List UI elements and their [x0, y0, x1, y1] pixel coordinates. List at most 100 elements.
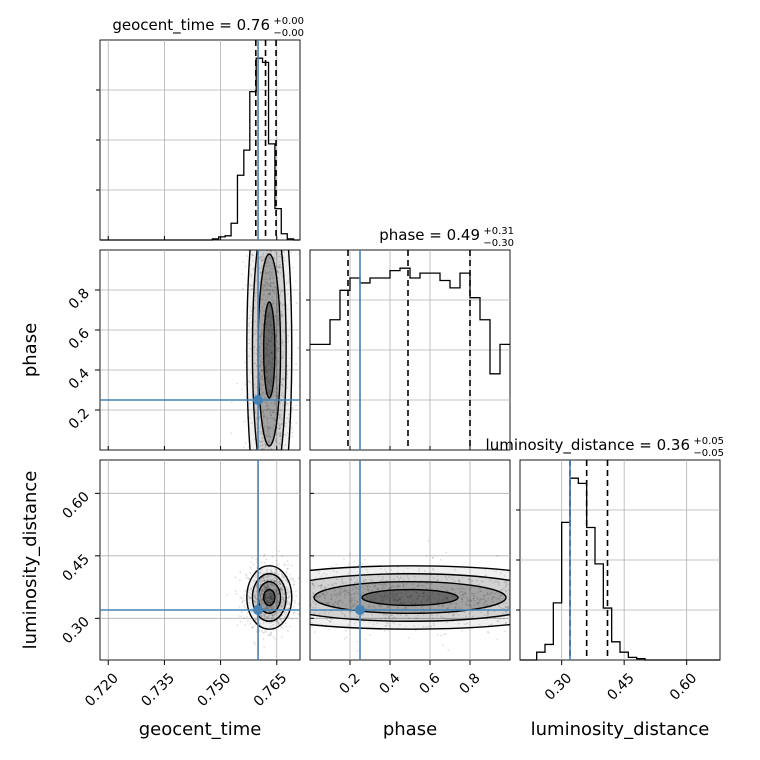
sample-point: [275, 603, 278, 606]
sample-point: [264, 444, 267, 447]
sample-point: [278, 550, 280, 553]
sample-point: [441, 599, 444, 602]
sample-point: [272, 343, 275, 345]
sample-point: [243, 604, 246, 607]
sample-point: [277, 573, 280, 576]
sample-point: [431, 595, 434, 597]
sample-point: [311, 595, 314, 598]
sample-point: [338, 600, 341, 602]
sample-point: [276, 319, 279, 322]
sample-point: [448, 612, 451, 615]
sample-point: [344, 615, 347, 618]
sample-point: [265, 574, 268, 577]
sample-point: [384, 613, 387, 616]
sample-point: [283, 378, 285, 381]
sample-point: [262, 294, 265, 297]
sample-point: [466, 603, 469, 606]
sample-point: [261, 588, 264, 591]
sample-point: [280, 618, 282, 621]
sample-point: [380, 579, 382, 582]
sample-point: [255, 618, 258, 621]
sample-point: [268, 634, 271, 637]
sample-point: [457, 580, 460, 582]
sample-point: [454, 569, 456, 571]
sample-point: [504, 630, 506, 633]
sample-point: [373, 584, 376, 587]
sample-point: [266, 596, 269, 599]
sample-point: [344, 592, 347, 595]
sample-point: [404, 625, 407, 628]
sample-point: [407, 617, 410, 620]
sample-point: [264, 289, 267, 292]
sample-point: [260, 271, 262, 274]
sample-point: [264, 613, 267, 615]
sample-point: [269, 323, 272, 326]
sample-point: [230, 401, 233, 403]
sample-point: [279, 266, 282, 269]
sample-point: [353, 582, 356, 585]
sample-point: [384, 568, 387, 571]
sample-point: [291, 431, 293, 434]
sample-point: [332, 570, 335, 573]
sample-point: [255, 386, 258, 389]
sample-point: [278, 442, 281, 445]
sample-point: [284, 578, 287, 581]
sample-point: [274, 628, 277, 631]
sample-point: [269, 348, 271, 351]
sample-point: [258, 351, 261, 354]
sample-point: [244, 265, 247, 268]
sample-point: [264, 596, 267, 599]
sample-point: [226, 594, 228, 596]
sample-point: [251, 557, 254, 559]
sample-point: [390, 586, 393, 588]
sample-point: [255, 603, 258, 606]
sample-point: [339, 594, 342, 597]
sample-point: [255, 619, 257, 621]
sample-point: [272, 598, 275, 601]
sample-point: [441, 605, 444, 608]
sample-point: [271, 592, 274, 595]
sample-point: [264, 615, 266, 618]
sample-point: [258, 335, 261, 338]
sample-point: [264, 596, 267, 599]
sample-point: [290, 618, 293, 621]
sample-point: [382, 575, 384, 578]
sample-point: [478, 623, 481, 626]
sample-point: [374, 594, 377, 597]
sample-point: [421, 592, 424, 595]
sample-point: [386, 595, 389, 597]
sample-point: [272, 256, 275, 259]
sample-point: [456, 602, 459, 605]
sample-point: [314, 577, 317, 579]
sample-point: [362, 581, 365, 583]
sample-point: [487, 610, 489, 613]
sample-point: [505, 612, 508, 615]
sample-point: [269, 257, 272, 260]
sample-point: [427, 595, 430, 598]
sample-point: [496, 597, 499, 600]
sample-point: [273, 403, 276, 406]
sample-point: [450, 602, 453, 605]
sample-point: [268, 606, 271, 609]
sample-point: [266, 606, 269, 609]
sample-point: [263, 579, 266, 582]
sample-point: [268, 379, 271, 381]
contour-line: [310, 573, 510, 622]
sample-point: [460, 597, 463, 600]
sample-point: [261, 601, 263, 604]
sample-point: [389, 586, 392, 589]
title-text: phase = 0.49: [379, 226, 480, 244]
sample-point: [465, 615, 467, 618]
sample-point: [286, 602, 289, 605]
sample-point: [282, 596, 285, 599]
sample-point: [371, 590, 374, 592]
sample-point: [403, 607, 406, 610]
sample-point: [363, 588, 366, 590]
sample-point: [254, 596, 256, 599]
sample-point: [253, 362, 256, 365]
sample-point: [356, 600, 359, 603]
sample-point: [274, 314, 276, 317]
sample-point: [258, 365, 261, 368]
sample-point: [451, 613, 454, 616]
sample-point: [266, 430, 269, 433]
